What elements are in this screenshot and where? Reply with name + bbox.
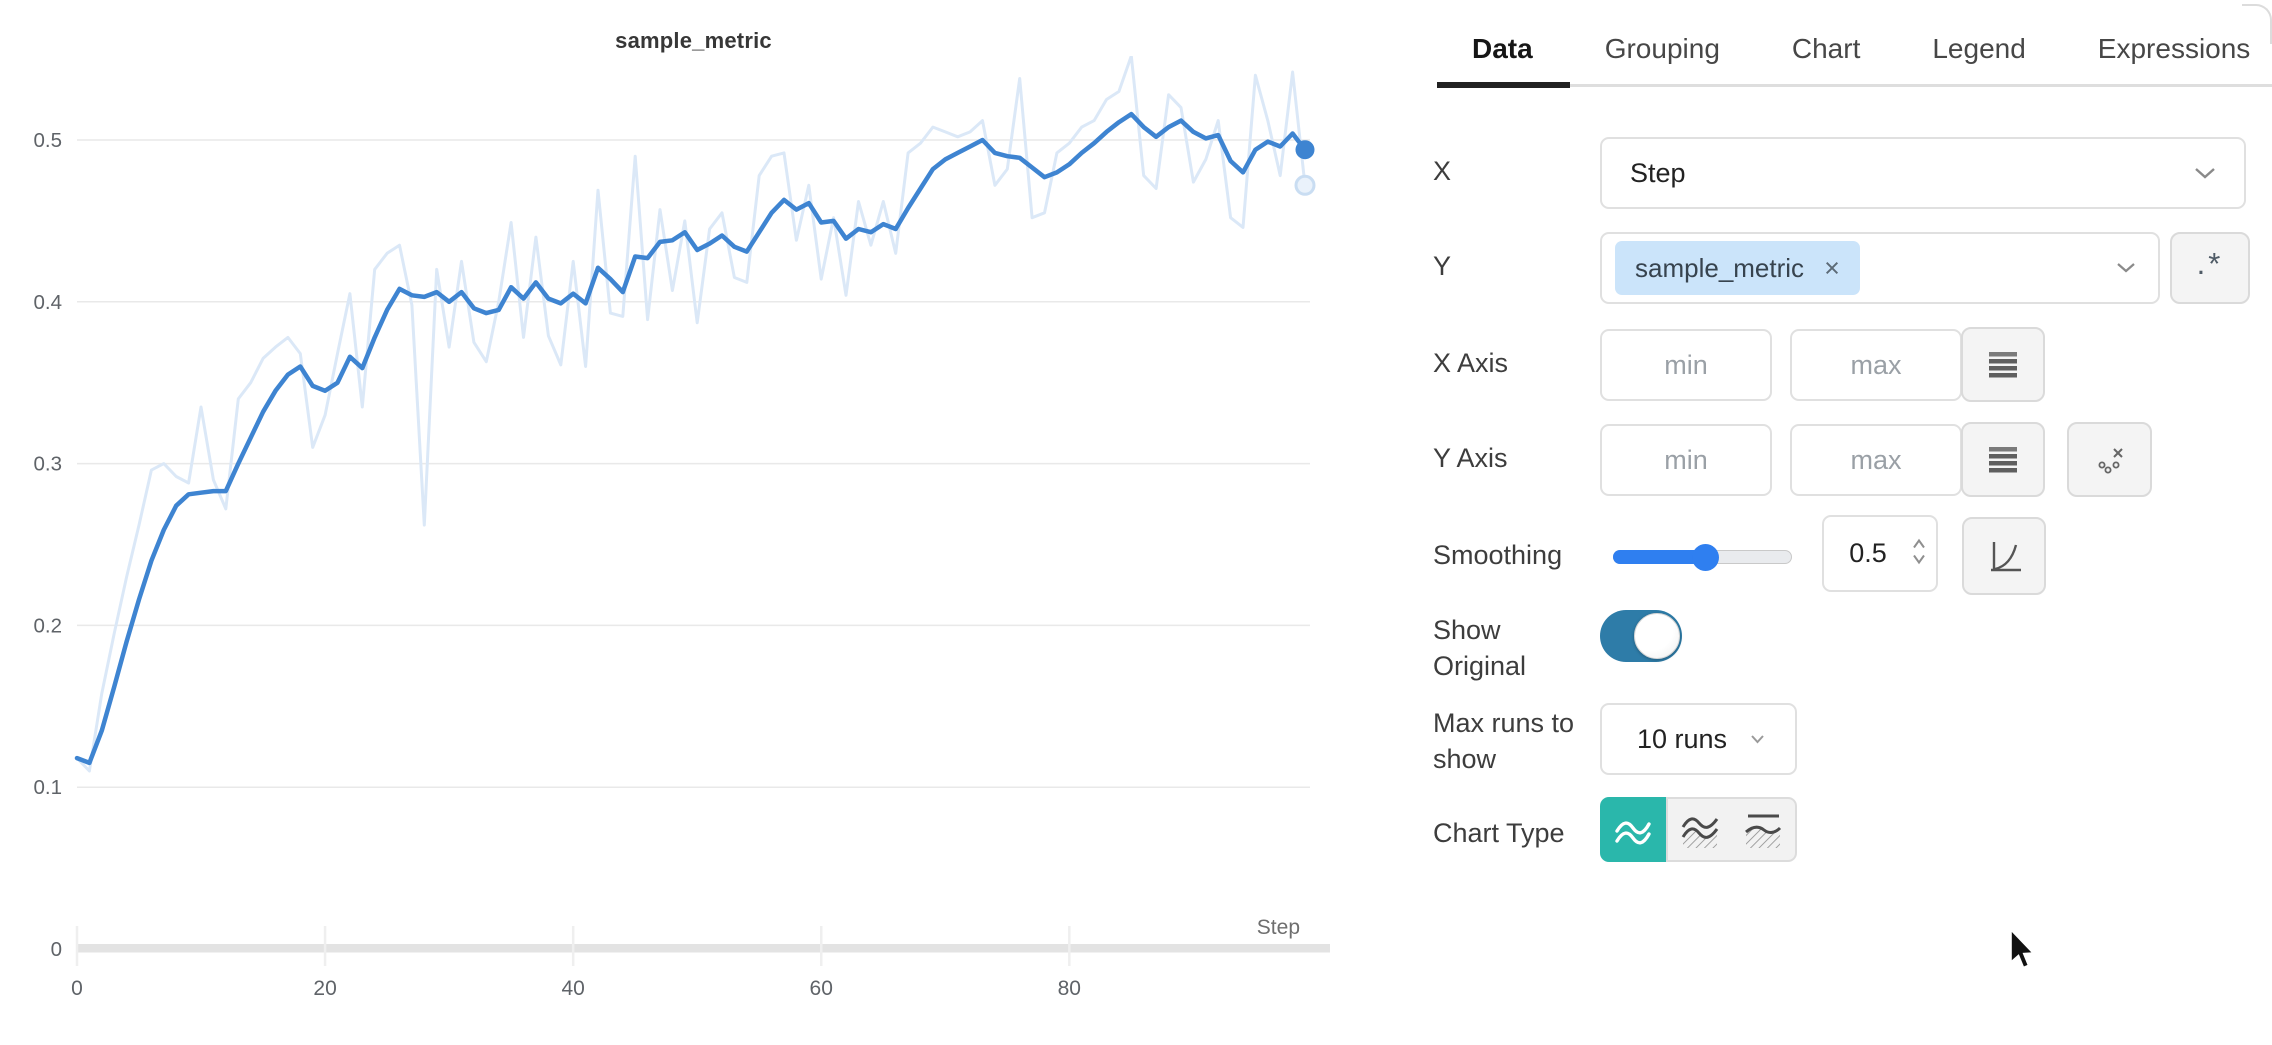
x-axis-max-input[interactable] — [1792, 331, 1960, 399]
area-chart-icon — [1681, 816, 1718, 848]
x-axis-row-label: X Axis — [1433, 348, 1509, 378]
y-tick-label: 0.1 — [34, 776, 63, 799]
tab-underline — [1437, 84, 2272, 87]
x-tick-label: 60 — [810, 977, 833, 1000]
x-tick-label: 40 — [561, 977, 584, 1000]
x-select-value: Step — [1630, 157, 1686, 188]
last-point-open-dot — [1294, 174, 1316, 196]
smoothing-value-field[interactable] — [1822, 515, 1938, 592]
y-axis-max-field[interactable] — [1790, 424, 1962, 496]
ignore-outliers-button[interactable] — [2067, 422, 2152, 497]
max-runs-select[interactable]: 10 runs — [1600, 703, 1797, 775]
original-line — [75, 56, 1307, 773]
chart-type-line-button[interactable] — [1600, 797, 1666, 862]
tab-legend[interactable]: Legend — [1932, 33, 2026, 64]
smoothing-curve-icon — [1991, 542, 2021, 572]
metric-tag: sample_metric × — [1615, 241, 1860, 295]
line-chart-icon — [1615, 820, 1651, 844]
smoothed-line — [74, 111, 1308, 766]
x-log-scale-button[interactable] — [1961, 327, 2045, 402]
x-axis-min-input[interactable] — [1602, 331, 1770, 399]
log-scale-icon — [1989, 446, 2017, 472]
tab-expressions[interactable]: Expressions — [2097, 33, 2251, 64]
smoothing-slider-knob[interactable] — [1692, 544, 1719, 571]
tab-chart[interactable]: Chart — [1791, 33, 1861, 64]
y-row-label: Y — [1433, 251, 1452, 281]
last-point-dot — [1295, 140, 1315, 160]
mouse-cursor — [2010, 928, 2035, 969]
panel-tabbar: Data Grouping Chart Legend Expressions — [1437, 30, 2272, 76]
x-tick-label: 80 — [1058, 977, 1081, 1000]
metric-tag-label: sample_metric — [1635, 252, 1805, 283]
y-log-scale-button[interactable] — [1961, 422, 2045, 497]
y-tick-label: 0 — [51, 938, 62, 961]
show-original-toggle[interactable] — [1600, 610, 1682, 662]
max-runs-value: 10 runs — [1637, 723, 1728, 754]
toggle-knob — [1634, 613, 1680, 659]
y-tick-label: 0.2 — [34, 614, 63, 637]
x-axis-max-field[interactable] — [1790, 329, 1962, 401]
x-row-label: X — [1433, 156, 1452, 186]
metric-line-chart: sample_metric 0 0.1 0.2 0.3 0.4 0.5 0 20 40 60 80 … — [34, 28, 1330, 1000]
remove-metric-icon[interactable]: × — [1824, 252, 1840, 283]
y-axis-min-input[interactable] — [1602, 426, 1770, 494]
plot-canvas: 0 0.1 0.2 0.3 0.4 0.5 0 20 40 60 80 — [34, 56, 1330, 1000]
chevron-down-icon — [2116, 262, 2136, 274]
smoothing-row-label: Smoothing — [1433, 540, 1563, 570]
y-select[interactable]: sample_metric × — [1600, 232, 2160, 304]
tab-grouping[interactable]: Grouping — [1604, 33, 1720, 64]
chevron-down-icon — [2194, 167, 2216, 180]
regex-icon: .* — [2196, 246, 2224, 281]
y-axis-max-input[interactable] — [1792, 426, 1960, 494]
chart-type-label: Chart Type — [1433, 818, 1565, 848]
tab-underline-active — [1437, 82, 1570, 88]
chart-type-area-button[interactable] — [1666, 797, 1732, 862]
x-axis-min-field[interactable] — [1600, 329, 1772, 401]
smoothing-type-button[interactable] — [1962, 517, 2046, 595]
x-axis-line — [77, 944, 1330, 953]
smoothing-slider-fill — [1613, 550, 1706, 564]
show-original-label: Show Original — [1433, 615, 1527, 681]
smoothing-value-input[interactable] — [1824, 517, 1936, 590]
log-scale-icon — [1989, 351, 2017, 377]
x-select[interactable]: Step — [1600, 137, 2246, 209]
outliers-icon — [2097, 447, 2123, 473]
y-tick-label: 0.5 — [34, 129, 63, 152]
regex-button[interactable]: .* — [2170, 232, 2250, 304]
max-runs-label: Max runs to show — [1433, 708, 1575, 774]
chevron-down-icon — [1750, 734, 1765, 744]
percentile-chart-icon — [1745, 814, 1782, 848]
x-tick-label: 0 — [71, 977, 83, 1000]
x-tick-label: 20 — [313, 977, 336, 1000]
x-axis-label: Step — [1256, 916, 1300, 939]
y-axis-row-label: Y Axis — [1433, 443, 1508, 473]
y-tick-label: 0.4 — [34, 291, 63, 314]
chart-title: sample_metric — [615, 28, 772, 53]
chart-type-percentile-button[interactable] — [1731, 797, 1797, 862]
stepper-arrows-icon[interactable] — [1912, 536, 1926, 571]
y-axis-min-field[interactable] — [1600, 424, 1772, 496]
tab-data[interactable]: Data — [1472, 33, 1533, 64]
y-tick-label: 0.3 — [34, 453, 63, 476]
